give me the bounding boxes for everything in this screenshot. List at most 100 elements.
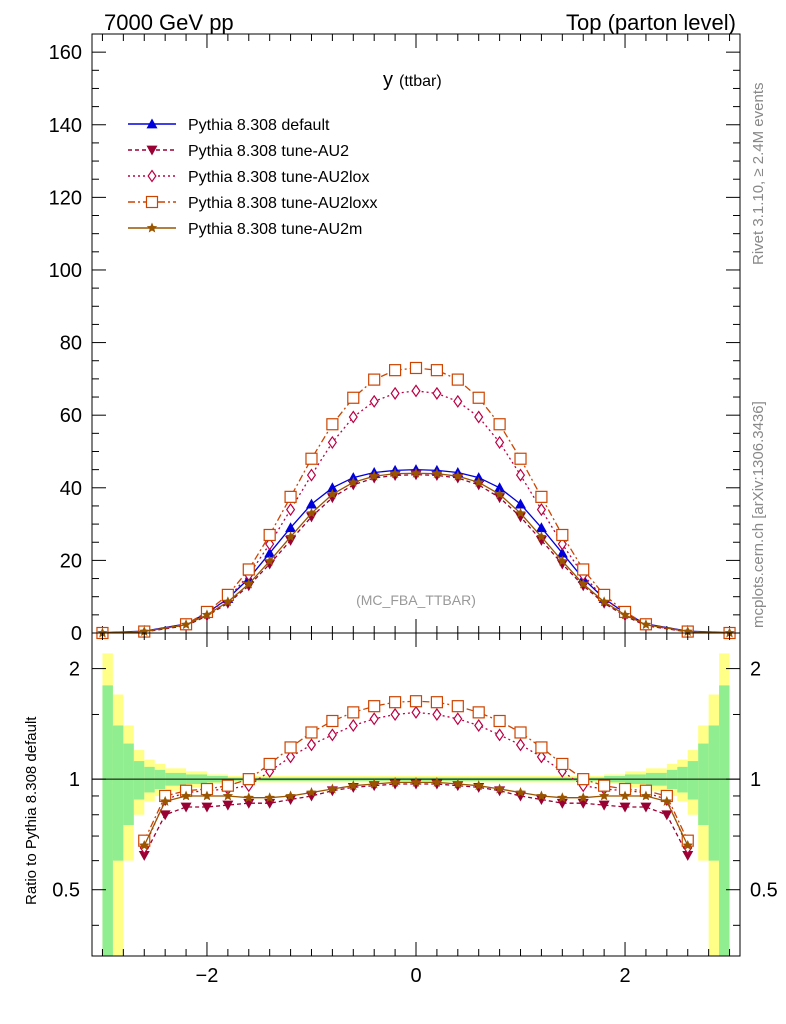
main-data-point [556,559,568,570]
main-data-point [97,627,108,638]
main-data-point [410,467,422,478]
ratio-data-point [264,792,275,803]
main-data-point [472,391,485,404]
main-data-point [222,596,234,607]
ratio-data-point [411,705,421,719]
ratio-data-point [640,802,652,813]
ratio-data-point [410,776,422,787]
ratio-data-point [180,790,192,801]
ratio-data-point [515,791,527,802]
main-data-point [494,488,505,499]
main-data-point [285,522,297,533]
ratio-data-point [348,780,359,791]
main-data-point [264,559,276,570]
ratio-data-point [284,741,297,754]
ratio-data-point [535,795,547,806]
ratio-y-tick-label-right: 0.5 [750,880,778,902]
ratio-data-point [452,778,464,789]
ratio-data-point [430,696,444,709]
legend-entry-label: Pythia 8.308 tune-AU2m [188,221,362,238]
legend-entry-label: Pythia 8.308 tune-AU2 [188,143,349,160]
main-data-point [368,470,380,481]
ratio-data-point [221,779,234,792]
legend-marker [147,169,157,183]
ratio-data-point [139,839,150,850]
main-y-tick-label: 20 [60,550,82,572]
main-data-point [556,528,569,542]
ratio-x-tick-label: 0 [410,965,421,987]
main-data-point [430,364,444,377]
ratio-data-point [535,741,548,754]
main-data-point [348,476,359,487]
main-data-point [536,503,547,517]
ratio-data-point [598,790,610,801]
ratio-data-point [473,780,484,791]
ratio-data-point [598,779,611,792]
mcplots-reference-text: mcplots.cern.ch [arXiv:1306.3436] [750,401,767,628]
main-data-point [409,361,423,375]
main-data-point [535,522,547,533]
ratio-data-point [305,791,317,802]
ratio-y-tick-label: 1 [69,769,80,791]
main-data-point [327,488,338,499]
main-data-point [326,493,338,504]
ratio-band-green [708,725,720,861]
ratio-data-point [451,700,464,713]
main-data-point [577,563,590,576]
main-data-point [201,609,213,620]
ratio-data-point [327,728,337,742]
ratio-data-point [598,800,610,811]
main-data-point [243,578,255,589]
ratio-band-green [687,761,699,800]
main-data-point [473,476,484,487]
legend-marker [146,222,158,233]
main-data-point [264,547,276,558]
ratio-data-point [409,695,423,708]
main-y-tick-label: 120 [49,187,82,209]
ratio-data-point [159,795,171,806]
main-data-point [494,493,506,504]
main-data-point [305,512,317,523]
main-y-tick-label: 100 [49,260,82,282]
ratio-plot: −2 0 2 0.5 0.5 1 1 2 2 [52,632,778,987]
ratio-data-point [682,851,694,861]
ratio-data-point [347,706,360,719]
ratio-data-point [306,738,317,752]
ratio-x-tick-label: −2 [196,965,219,987]
ratio-y-tick-label-right: 1 [750,769,761,791]
ratio-data-point [201,802,213,813]
main-data-point [495,435,505,449]
ratio-data-point [390,707,400,722]
ratio-data-point [432,707,442,722]
rivet-version-text: Rivet 3.1.10, ≥ 2.4M events [750,83,767,266]
ratio-data-point [368,778,380,789]
ratio-data-point [327,783,338,794]
main-data-point [347,480,359,491]
ratio-y-tick-label-right: 2 [750,659,761,681]
main-data-point [577,578,589,589]
main-data-point [285,536,297,546]
main-data-point [515,507,526,518]
ratio-data-point [514,726,527,739]
ratio-data-point [495,728,505,742]
ratio-data-point [536,750,547,764]
ratio-data-point [556,757,569,771]
main-data-point [284,490,297,503]
main-data-point [411,384,421,398]
ratio-band-green [112,725,124,861]
ratio-data-point [577,792,589,803]
main-y-tick-label: 160 [49,42,82,64]
main-data-point [368,373,381,386]
legend-entry-label: Pythia 8.308 default [188,117,330,134]
ratio-x-tick-label: 2 [619,965,630,987]
ratio-axis-label: Ratio to Pythia 8.308 default [23,716,40,905]
main-data-point [432,386,442,400]
main-data-point [515,498,527,509]
main-data-point [390,386,400,400]
main-series-line [102,472,730,634]
main-data-point [369,394,379,408]
ratio-data-point [305,726,318,739]
ratio-data-point [388,696,402,709]
ratio-band-green [123,743,134,826]
main-data-point [389,468,401,479]
